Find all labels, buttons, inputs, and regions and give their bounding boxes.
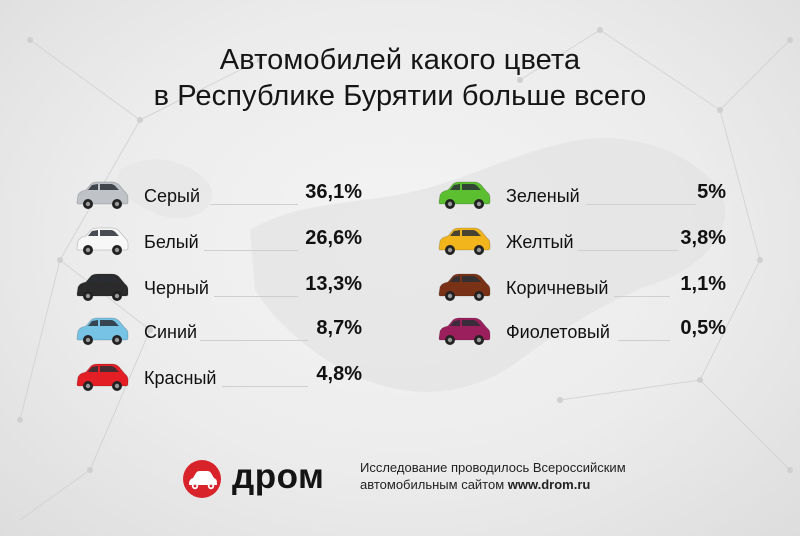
color-label: Черный <box>144 278 209 298</box>
color-row-red: Красный 4,8% <box>74 362 364 394</box>
page-title: Автомобилей какого цвета в Республике Бу… <box>0 42 800 114</box>
color-row-white: Белый 26,6% <box>74 226 364 258</box>
footer-note-line-2: автомобильным сайтом www.drom.ru <box>360 476 626 493</box>
title-line-2: в Республике Бурятии больше всего <box>153 80 647 112</box>
color-share-value: 13,3% <box>305 273 362 295</box>
drom-logo-wordmark: дром <box>232 457 325 496</box>
divider <box>618 340 670 341</box>
color-row-green: Зеленый 5% <box>436 180 728 212</box>
color-share-value: 26,6% <box>305 227 362 249</box>
car-icon <box>438 181 491 209</box>
color-share-value: 8,7% <box>316 317 362 339</box>
color-label: Фиолетовый <box>506 322 610 342</box>
color-label: Серый <box>144 186 201 206</box>
color-row-black: Черный 13,3% <box>74 272 364 304</box>
color-row-gray: Серый 36,1% <box>74 180 364 212</box>
car-icon <box>76 317 129 345</box>
color-row-blue: Синий 8,7% <box>74 316 364 348</box>
title-line-1: Автомобилей какого цвета <box>219 44 581 76</box>
color-share-value: 5% <box>697 181 726 203</box>
divider <box>200 340 308 341</box>
color-label: Белый <box>144 232 199 252</box>
car-icon <box>438 227 491 255</box>
car-icon <box>438 317 491 345</box>
footer-note-prefix: автомобильным сайтом <box>360 477 508 492</box>
color-share-value: 0,5% <box>680 317 726 339</box>
car-icon <box>76 363 129 391</box>
divider <box>214 296 298 297</box>
color-share-value: 4,8% <box>316 363 362 385</box>
car-icon <box>76 273 129 301</box>
car-icon <box>76 227 129 255</box>
divider <box>586 204 696 205</box>
color-label: Зеленый <box>506 186 580 206</box>
color-label: Синий <box>144 322 198 342</box>
color-label: Желтый <box>506 232 574 252</box>
divider <box>222 386 308 387</box>
drom-logo-icon <box>183 460 221 498</box>
footer-note: Исследование проводилось Всероссийским а… <box>360 459 626 493</box>
divider <box>204 250 298 251</box>
footer-note-line-1: Исследование проводилось Всероссийским <box>360 460 626 475</box>
color-share-value: 36,1% <box>305 181 362 203</box>
color-row-purple: Фиолетовый 0,5% <box>436 316 728 348</box>
color-label: Коричневый <box>506 278 609 298</box>
car-icon <box>76 181 129 209</box>
divider <box>210 204 298 205</box>
color-share-value: 3,8% <box>680 227 726 249</box>
footer-site-link: www.drom.ru <box>507 477 591 492</box>
divider <box>614 296 670 297</box>
color-label: Красный <box>144 368 217 388</box>
color-row-brown: Коричневый 1,1% <box>436 272 728 304</box>
color-row-yellow: Желтый 3,8% <box>436 226 728 258</box>
color-share-value: 1,1% <box>680 273 726 295</box>
drom-logo: дром <box>180 455 340 501</box>
divider <box>578 250 678 251</box>
car-icon <box>438 273 491 301</box>
